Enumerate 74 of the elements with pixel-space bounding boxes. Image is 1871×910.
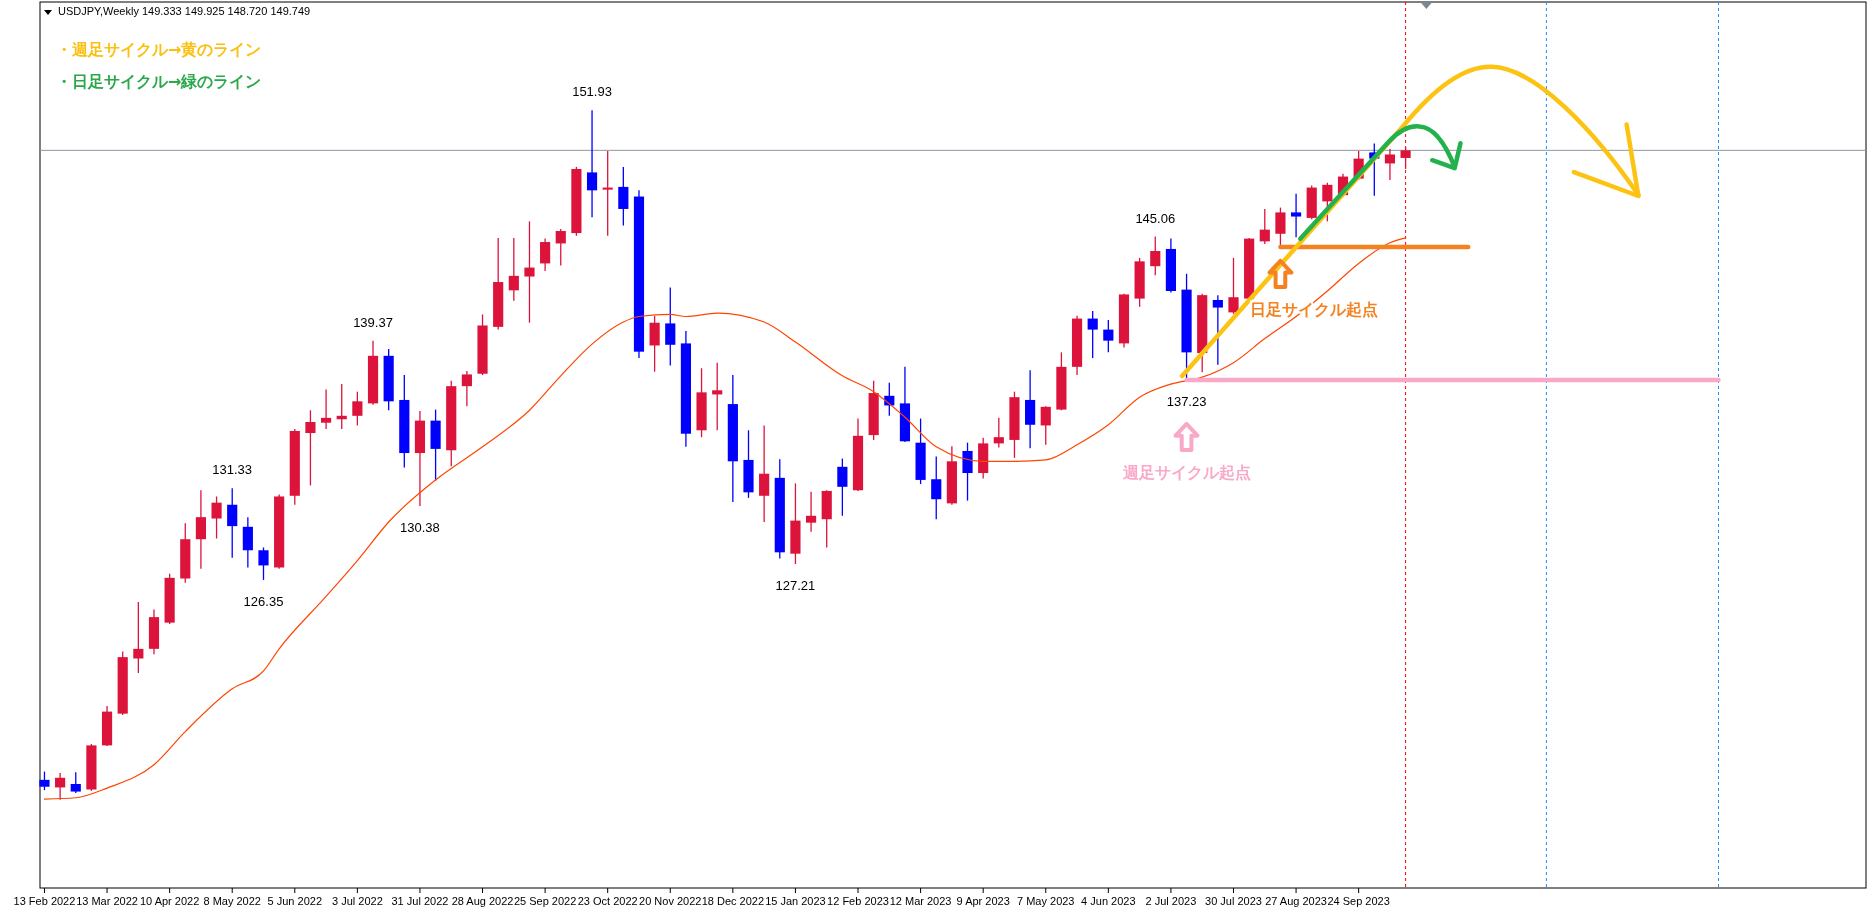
candlestick: [993, 417, 1004, 449]
candlestick: [352, 391, 363, 427]
candlestick: [962, 442, 973, 502]
candlestick: [540, 237, 551, 272]
x-tick-label: 20 Nov 2022: [639, 895, 702, 907]
candlestick: [1400, 146, 1411, 170]
annotation: 130.38: [400, 520, 440, 536]
x-tick-label: 15 Jan 2023: [765, 895, 826, 907]
annotation: 145.06: [1135, 210, 1176, 226]
candlestick: [1212, 294, 1223, 366]
candlestick: [461, 370, 472, 407]
x-tick-label: 31 Jul 2022: [391, 895, 449, 907]
candlestick: [1384, 148, 1396, 181]
chart-title: USDJPY,Weekly 149.333 149.925 148.720 149.749: [58, 5, 311, 17]
candlestick: [39, 770, 50, 791]
x-tick-label: 23 Oct 2022: [577, 895, 638, 907]
annotation: 139.37: [353, 314, 393, 330]
x-tick-label: 24 Sep 2023: [1327, 895, 1390, 907]
x-tick-label: 13 Feb 2022: [13, 895, 76, 907]
x-tick-label: 13 Mar 2022: [76, 895, 138, 907]
text: ・週足サイクル→黄のライン: [56, 40, 262, 59]
candlestick: [70, 771, 81, 794]
candlestick: [1150, 235, 1161, 276]
x-tick-label: 8 May 2022: [203, 895, 261, 907]
candlestick: [1103, 319, 1114, 354]
annotation: 週足サイクル起点: [1121, 462, 1251, 482]
x-tick-label: 18 Dec 2022: [701, 895, 765, 907]
annotation: 151.93: [572, 84, 612, 100]
candlestick: [555, 228, 566, 267]
candlestick: [195, 489, 207, 570]
x-tick-label: 4 Jun 2023: [1081, 895, 1136, 907]
x-tick-label: 2 Jul 2023: [1145, 895, 1197, 907]
x-tick-label: 25 Sep 2022: [513, 895, 577, 907]
annotation: 137.23: [1166, 393, 1207, 409]
x-tick-label: 5 Jun 2022: [267, 895, 323, 907]
text: ・日足サイクル→緑のライン: [56, 72, 262, 91]
x-tick-label: 28 Aug 2022: [451, 895, 514, 907]
candlestick: [618, 166, 629, 227]
candlestick: [1228, 257, 1239, 315]
x-tick-label: 27 Aug 2023: [1265, 895, 1327, 907]
x-tick-label: 12 Mar 2023: [889, 895, 952, 907]
candlestick: [649, 315, 660, 373]
candlestick: [665, 286, 676, 367]
candlestick: [712, 362, 723, 431]
candlestick: [227, 487, 238, 559]
annotation: 131.33: [212, 462, 253, 478]
candlestick: [805, 490, 817, 533]
candlestick: [211, 495, 222, 540]
candlestick: [1275, 206, 1286, 247]
candlestick: [1040, 405, 1051, 446]
candlestick: [55, 772, 66, 801]
candlestick: [242, 516, 253, 569]
annotation: 126.35: [243, 593, 284, 609]
candlestick: [837, 457, 848, 517]
candlestick: [931, 455, 942, 520]
candlestick: [258, 546, 269, 581]
candlestick: [321, 388, 332, 430]
x-tick-label: 3 Jul 2022: [331, 895, 383, 907]
x-tick-label: 10 Apr 2022: [139, 895, 200, 907]
candlestick: [1087, 310, 1098, 359]
candlestick: [759, 424, 770, 523]
x-tick-label: 9 Apr 2023: [956, 895, 1010, 907]
candlestick: [508, 237, 519, 302]
candlestick: [1290, 193, 1302, 238]
candlestick: [1259, 208, 1270, 245]
candlestick: [602, 150, 613, 237]
candlestick: [305, 409, 316, 487]
x-tick-label: 12 Feb 2023: [827, 895, 889, 907]
candlestick: [586, 109, 598, 218]
x-tick-label: 30 Jul 2023: [1205, 895, 1262, 907]
candlestick: [524, 220, 535, 324]
candlestick: [133, 601, 144, 674]
annotation: 127.21: [775, 578, 816, 594]
x-tick-label: 7 May 2023: [1017, 895, 1075, 907]
